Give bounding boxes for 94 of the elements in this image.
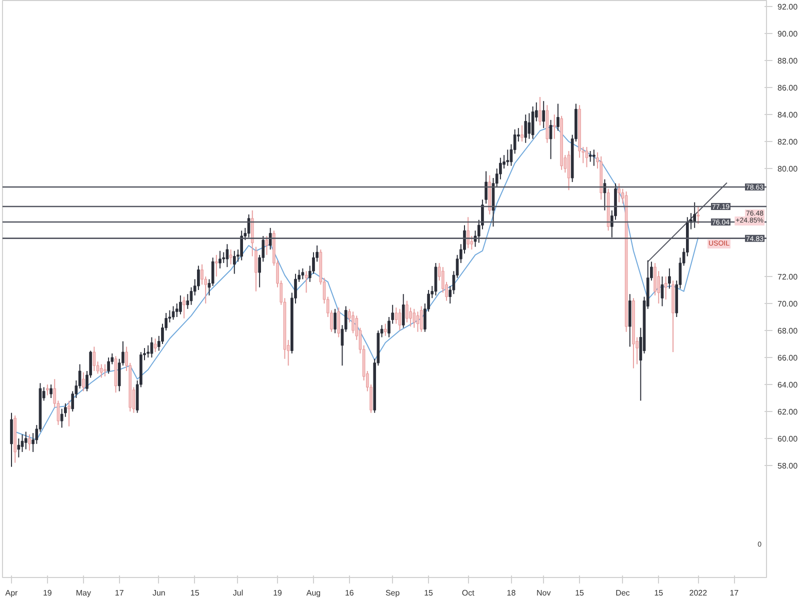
y-tick-label: 90.00 — [778, 30, 798, 39]
x-tick-label: 2022 — [689, 588, 708, 598]
candlestick — [82, 372, 85, 392]
candlestick — [466, 216, 470, 249]
candlestick — [211, 257, 214, 286]
candlestick — [301, 268, 304, 280]
y-tick-label: 82.00 — [778, 138, 798, 147]
x-tick-label: 17 — [114, 588, 124, 598]
candlestick — [394, 307, 398, 324]
x-tick-label: 15 — [190, 588, 200, 598]
candlestick — [520, 124, 524, 142]
candlestick — [552, 114, 556, 140]
y-tick-label: 60.00 — [778, 434, 798, 444]
candlestick — [229, 249, 232, 265]
y-tick-label: 72.00 — [778, 272, 798, 282]
candlestick — [268, 227, 272, 250]
candlestick — [668, 268, 671, 290]
candlestick — [506, 149, 510, 166]
y-tick-label: 86.00 — [778, 84, 798, 93]
candlestick — [218, 250, 222, 269]
candlestick — [484, 170, 488, 204]
y-tick-label: 64.00 — [778, 380, 798, 390]
y-tick-label: 58.00 — [778, 461, 798, 470]
x-tick-label: 19 — [273, 588, 283, 598]
candlestick — [524, 114, 528, 144]
y-tick-label: 80.00 — [778, 164, 798, 174]
candlestick — [107, 357, 110, 374]
y-tick-label: 92.00 — [778, 2, 798, 12]
y-tick-label: 70.00 — [778, 300, 798, 309]
y-tick-label: 66.00 — [778, 354, 798, 362]
candlestick — [398, 308, 402, 332]
candlestick — [542, 100, 546, 129]
x-tick-label: 19 — [42, 588, 52, 598]
candlestick — [528, 112, 531, 140]
x-tick-label: Jun — [152, 588, 166, 598]
x-tick-label: Jul — [232, 588, 244, 598]
candlestick — [412, 308, 416, 328]
candlestick — [186, 294, 190, 310]
candlestick — [337, 307, 340, 338]
x-tick-label: 15 — [575, 588, 585, 598]
candlestick — [556, 103, 560, 132]
candlestick — [592, 149, 596, 166]
x-tick-label: Dec — [616, 588, 630, 598]
candlestick — [215, 254, 218, 278]
y-tick-label: 62.00 — [778, 407, 798, 416]
y-tick-label: 88.00 — [778, 56, 798, 66]
x-tick-label: Sep — [385, 588, 400, 598]
candlestick — [402, 294, 405, 328]
x-tick-label: 15 — [424, 588, 434, 598]
candlestick — [696, 206, 700, 224]
candlestick — [585, 146, 588, 168]
candlestick — [146, 344, 150, 358]
candlestick — [20, 434, 24, 452]
candlestick — [232, 250, 236, 274]
candlestick — [28, 434, 31, 452]
candlestick — [100, 364, 103, 378]
candlestick — [538, 96, 542, 126]
candlestick — [46, 384, 49, 396]
candlestick — [567, 150, 570, 191]
x-tick-label: Oct — [462, 588, 476, 598]
candlestick — [24, 431, 28, 450]
candlestick — [265, 236, 268, 256]
candlestick — [226, 244, 229, 268]
x-tick-label: 17 — [730, 588, 740, 598]
candlestick — [409, 307, 412, 327]
candlestick — [588, 150, 592, 162]
candlestick — [17, 438, 20, 458]
x-tick-label: 15 — [654, 588, 664, 598]
candlestick — [406, 300, 408, 323]
candlestick — [104, 364, 106, 377]
x-tick-label: Nov — [536, 588, 551, 598]
candlestick — [693, 202, 696, 228]
candlestick — [179, 294, 182, 315]
candlestick — [172, 306, 175, 320]
candlestick — [384, 323, 387, 336]
x-tick-label: Aug — [306, 588, 321, 598]
x-tick-label: 16 — [344, 588, 354, 598]
candlestick — [420, 306, 423, 332]
y-tick-label: 68.00 — [778, 326, 798, 336]
candlestick — [240, 230, 243, 261]
candlestick — [92, 346, 96, 372]
x-tick-label: Apr — [5, 588, 18, 598]
x-tick-label: 18 — [506, 588, 516, 598]
x-tick-label: May — [76, 588, 91, 598]
candlestick — [334, 308, 336, 334]
candlestick — [154, 338, 157, 353]
candlestick — [68, 400, 70, 427]
y-tick-label: 84.00 — [778, 110, 798, 120]
candlestick — [175, 303, 178, 318]
candlestick — [618, 182, 621, 203]
candlestick — [150, 336, 154, 358]
candlestick — [50, 384, 52, 398]
candlestick — [664, 276, 668, 300]
candlestick — [182, 296, 186, 319]
